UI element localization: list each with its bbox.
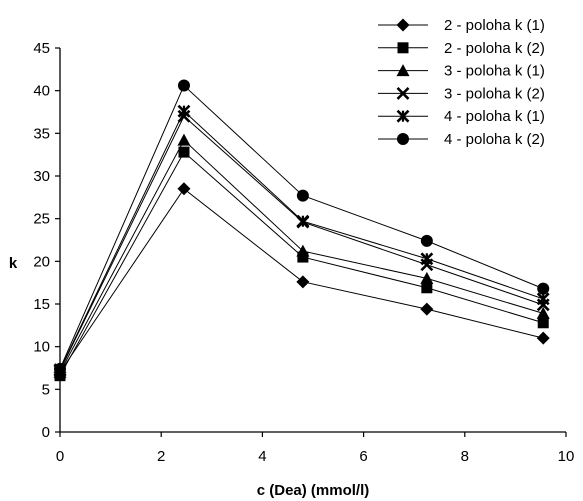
data-point — [421, 282, 433, 294]
y-axis-title: k — [9, 255, 18, 272]
x-tick-label: 4 — [258, 448, 266, 465]
data-point — [296, 214, 310, 228]
marker-stroke — [396, 86, 410, 100]
legend-label: 4 - poloha k (1) — [444, 108, 545, 125]
legend-marker — [397, 42, 409, 54]
x-tick-label: 0 — [56, 448, 64, 465]
data-point — [536, 331, 550, 345]
y-tick-label: 10 — [33, 339, 50, 356]
series-line — [59, 151, 544, 376]
data-point — [536, 292, 550, 306]
data-point — [178, 146, 190, 158]
data-point — [296, 244, 310, 257]
data-point — [420, 271, 434, 284]
x-tick-label: 2 — [157, 448, 165, 465]
data-point — [420, 234, 433, 247]
legend-item: 4 - poloha k (2) — [378, 131, 545, 148]
y-tick-label: 25 — [33, 211, 50, 228]
x-axis-title: c (Dea) (mmol/l) — [257, 482, 370, 499]
y-tick-label: 35 — [33, 125, 50, 142]
legend-item: 3 - poloha k (2) — [378, 85, 545, 102]
y-tick-label: 5 — [42, 381, 50, 398]
legend-item: 4 - poloha k (1) — [378, 108, 545, 125]
y-tick-label: 30 — [33, 168, 50, 185]
data-point — [420, 252, 434, 266]
legend-item: 2 - poloha k (2) — [378, 40, 545, 57]
series-line — [59, 84, 544, 370]
data-point — [296, 275, 310, 289]
legend-marker — [397, 133, 409, 145]
series-6 — [54, 79, 550, 375]
data-point — [536, 306, 550, 319]
data-point — [296, 189, 309, 202]
data-point — [177, 104, 191, 118]
data-point — [537, 282, 550, 295]
legend-label: 2 - poloha k (2) — [444, 40, 545, 57]
legend-label: 4 - poloha k (2) — [444, 131, 545, 148]
data-point — [420, 302, 434, 316]
data-point — [177, 133, 191, 146]
x-tick-label: 8 — [461, 448, 469, 465]
data-point — [54, 362, 66, 375]
legend-label: 2 - poloha k (1) — [444, 17, 545, 34]
legend-marker — [396, 18, 410, 32]
series-1 — [53, 182, 550, 379]
legend-item: 3 - poloha k (1) — [378, 63, 545, 80]
data-point — [177, 182, 191, 196]
data-point — [537, 317, 549, 329]
y-tick-label: 20 — [33, 253, 50, 270]
legend-label: 3 - poloha k (1) — [444, 63, 545, 80]
legend-marker — [396, 64, 410, 77]
series-3 — [53, 133, 550, 378]
x-tick-label: 10 — [558, 448, 575, 465]
x-tick-label: 6 — [359, 448, 367, 465]
series-line — [59, 110, 544, 370]
y-tick-label: 45 — [33, 40, 50, 57]
legend-label: 3 - poloha k (2) — [444, 85, 545, 102]
legend-item: 2 - poloha k (1) — [378, 17, 545, 34]
legend-marker — [396, 86, 410, 100]
data-point — [177, 79, 190, 92]
y-tick-label: 0 — [42, 424, 50, 441]
legend-marker — [396, 109, 410, 123]
data-point — [297, 251, 309, 263]
series-line — [59, 115, 544, 371]
series-2 — [54, 146, 549, 382]
y-tick-label: 15 — [33, 296, 50, 313]
legend: 2 - poloha k (1) 2 - poloha k (2) 3 - polo… — [378, 17, 545, 148]
y-tick-label: 40 — [33, 83, 50, 100]
